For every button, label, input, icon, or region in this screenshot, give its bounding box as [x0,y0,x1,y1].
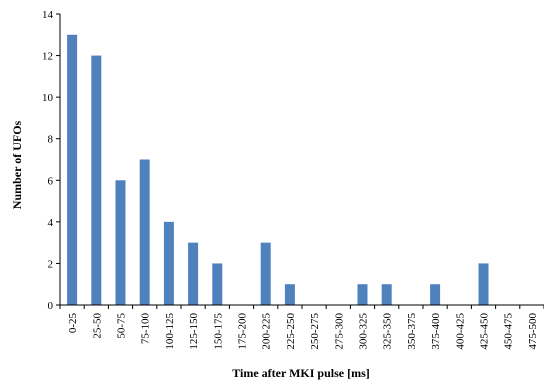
x-tick-label: 425-450 [479,313,491,350]
x-tick-label: 75-100 [140,313,152,345]
bar-150-175 [212,263,223,305]
x-tick-label: 50-75 [116,313,128,339]
x-tick-label: 275-300 [333,313,345,350]
y-tick-label: 10 [42,92,54,104]
bar-125-150 [188,242,199,305]
x-tick-label: 400-425 [454,313,466,350]
bar-375-400 [430,284,441,305]
x-axis-ticks: 0-25 25-50 50-75 75-100 100-125 125-150 150-17… [59,305,544,350]
y-tick-label: 14 [42,9,54,21]
x-tick-label: 325-350 [382,313,394,350]
bar-325-350 [381,284,392,305]
bars [67,34,489,306]
x-tick-label: 350-375 [406,313,418,350]
y-tick-label: 6 [48,175,54,187]
x-tick-label: 175-200 [237,313,249,350]
bar-50-75 [115,180,126,305]
x-tick-label: 100-125 [164,313,176,350]
x-tick-label: 450-475 [503,313,515,350]
x-axis-title: Time after MKI pulse [ms] [232,366,370,380]
bar-100-125 [163,221,174,305]
x-tick-label: 250-275 [309,313,321,350]
x-tick-label: 125-150 [188,313,200,350]
x-tick-label: 200-225 [261,313,273,350]
y-tick-label: 0 [48,300,54,312]
x-tick-label: 150-175 [212,313,224,350]
x-tick-label: 300-325 [358,313,370,350]
y-tick-label: 4 [48,217,54,229]
bar-25-50 [91,55,102,306]
y-tick-label: 12 [42,51,53,63]
bar-225-250 [284,284,295,305]
x-tick-label: 375-400 [430,313,442,350]
bar-75-100 [139,159,150,305]
x-tick-label: 475-500 [527,313,539,350]
x-tick-label: 0-25 [67,313,79,334]
bar-200-225 [260,242,271,305]
y-axis-ticks: 0 2 4 6 8 10 12 14 [42,9,60,312]
y-axis-title: Number of UFOs [10,120,24,209]
y-tick-label: 2 [48,258,54,270]
bar-300-325 [357,284,368,305]
x-tick-label: 225-250 [285,313,297,350]
bar-0-25 [67,34,78,306]
bar-425-450 [478,263,489,305]
x-tick-label: 25-50 [91,313,103,339]
y-tick-label: 8 [48,134,54,146]
